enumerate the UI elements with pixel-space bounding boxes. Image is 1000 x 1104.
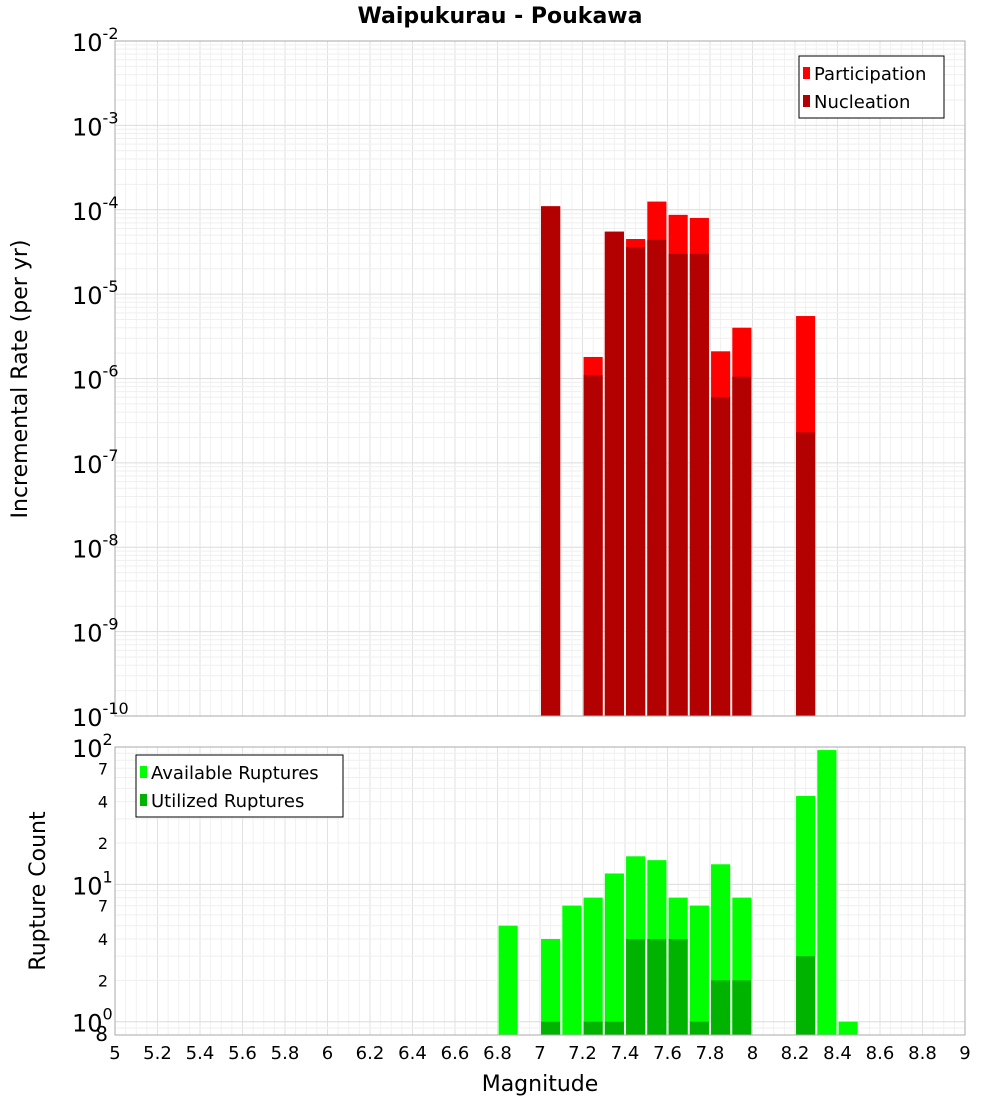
legend-label: Utilized Ruptures [151, 791, 304, 812]
x-tick-label: 8.4 [823, 1043, 852, 1064]
nucleation-bar [668, 253, 688, 716]
available-ruptures-bar [604, 873, 624, 1035]
nucleation-bar [604, 231, 624, 716]
bottom-y-tick-label: 2 [98, 971, 108, 990]
utilized-ruptures-bar [583, 1021, 603, 1035]
x-axis-label: Magnitude [482, 1072, 599, 1097]
bottom-legend-box [135, 754, 344, 818]
nucleation-bar [583, 375, 603, 716]
nucleation-bar [647, 239, 667, 716]
bars-layer [498, 201, 858, 1035]
nucleation-bar [711, 397, 731, 716]
top-legend-box [798, 55, 945, 119]
grid-layer [114, 41, 966, 1036]
utilized-ruptures-bar [647, 939, 667, 1035]
nucleation-bar [732, 376, 752, 716]
bottom-y-tick-label: 8 [95, 1022, 108, 1046]
bottom-y-tick-label: 7 [98, 759, 108, 778]
bottom-y-tick-label: 4 [98, 793, 108, 812]
top-y-tick-label: 10-4 [72, 193, 119, 226]
x-tick-label: 7.6 [653, 1043, 682, 1064]
x-tick-label: 6.2 [356, 1043, 385, 1064]
bottom-y-axis-label: Rupture Count [26, 811, 51, 971]
available-ruptures-bar [838, 1021, 858, 1035]
x-tick-label: 7.2 [568, 1043, 597, 1064]
bottom-y-tick-label: 4 [98, 930, 108, 949]
bottom-plot-border [114, 746, 966, 1036]
x-tick-label: 5.4 [186, 1043, 215, 1064]
bottom-legend: Available Ruptures Utilized Ruptures [135, 754, 344, 818]
x-tick-label: 8.2 [781, 1043, 810, 1064]
x-tick-label: 6 [322, 1043, 333, 1064]
x-tick-label: 7.4 [611, 1043, 640, 1064]
utilized-ruptures-bar [689, 1021, 709, 1035]
top-y-tick-label: 10-9 [72, 615, 119, 648]
available-ruptures-bar [583, 897, 603, 1035]
legend-swatch [803, 95, 810, 107]
bottom-y-tick-label: 7 [98, 897, 108, 916]
legend-swatch [803, 67, 810, 79]
utilized-ruptures-bar [796, 956, 816, 1035]
nucleation-bar [796, 432, 816, 716]
bottom-y-tick-label: 2 [98, 834, 108, 853]
nucleation-bar [626, 247, 646, 716]
top-y-tick-label: 10-5 [72, 277, 119, 310]
chart-title: Waipukurau - Poukawa [358, 4, 643, 29]
nucleation-bar [689, 253, 709, 716]
utilized-ruptures-bar [626, 939, 646, 1035]
x-tick-label: 6.4 [398, 1043, 427, 1064]
x-tick-label: 7.8 [696, 1043, 725, 1064]
utilized-ruptures-bar [604, 1021, 624, 1035]
utilized-ruptures-bar [711, 980, 731, 1035]
utilized-ruptures-bar [668, 939, 688, 1035]
legend-label: Participation [814, 64, 926, 85]
utilized-ruptures-bar [541, 1021, 561, 1035]
bottom-y-tick-label: 100 [72, 1005, 113, 1038]
x-tick-label: 5.6 [228, 1043, 257, 1064]
available-ruptures-bar [562, 905, 582, 1035]
available-ruptures-bar [498, 925, 518, 1035]
top-y-tick-label: 10-2 [72, 24, 119, 57]
top-y-tick-label: 10-10 [72, 699, 129, 732]
legend-swatch [140, 766, 147, 778]
top-y-tick-label: 10-6 [72, 362, 119, 395]
x-tick-label: 9 [959, 1043, 970, 1064]
x-tick-label: 8.8 [908, 1043, 937, 1064]
x-tick-label: 5.8 [271, 1043, 300, 1064]
x-tick-label: 6.6 [441, 1043, 470, 1064]
x-tick-label: 7 [534, 1043, 545, 1064]
top-y-tick-label: 10-8 [72, 530, 119, 563]
legend-label: Nucleation [814, 92, 910, 113]
x-tick-label: 8.6 [866, 1043, 895, 1064]
x-tick-label: 8 [747, 1043, 758, 1064]
x-tick-label: 5 [109, 1043, 120, 1064]
x-tick-label: 5.2 [143, 1043, 172, 1064]
legend-swatch [140, 794, 147, 806]
utilized-ruptures-bar [732, 980, 752, 1035]
legend-label: Available Ruptures [151, 763, 319, 784]
bottom-y-tick-label: 101 [72, 867, 113, 900]
top-y-tick-label: 10-3 [72, 108, 119, 141]
top-plot-border [114, 40, 966, 717]
x-tick-label: 6.8 [483, 1043, 512, 1064]
bottom-y-tick-label: 102 [72, 730, 113, 763]
available-ruptures-bar [689, 905, 709, 1035]
nucleation-bar [541, 206, 561, 716]
available-ruptures-bar [817, 750, 837, 1035]
available-ruptures-bar [541, 939, 561, 1035]
top-y-tick-label: 10-7 [72, 446, 119, 479]
top-y-axis-label: Incremental Rate (per yr) [8, 240, 33, 519]
top-legend: Participation Nucleation [798, 55, 945, 119]
axes-layer: 10-2 10-3 10-4 10-5 10-6 10-7 10-8 10-9 10-10102… [72, 24, 971, 1064]
